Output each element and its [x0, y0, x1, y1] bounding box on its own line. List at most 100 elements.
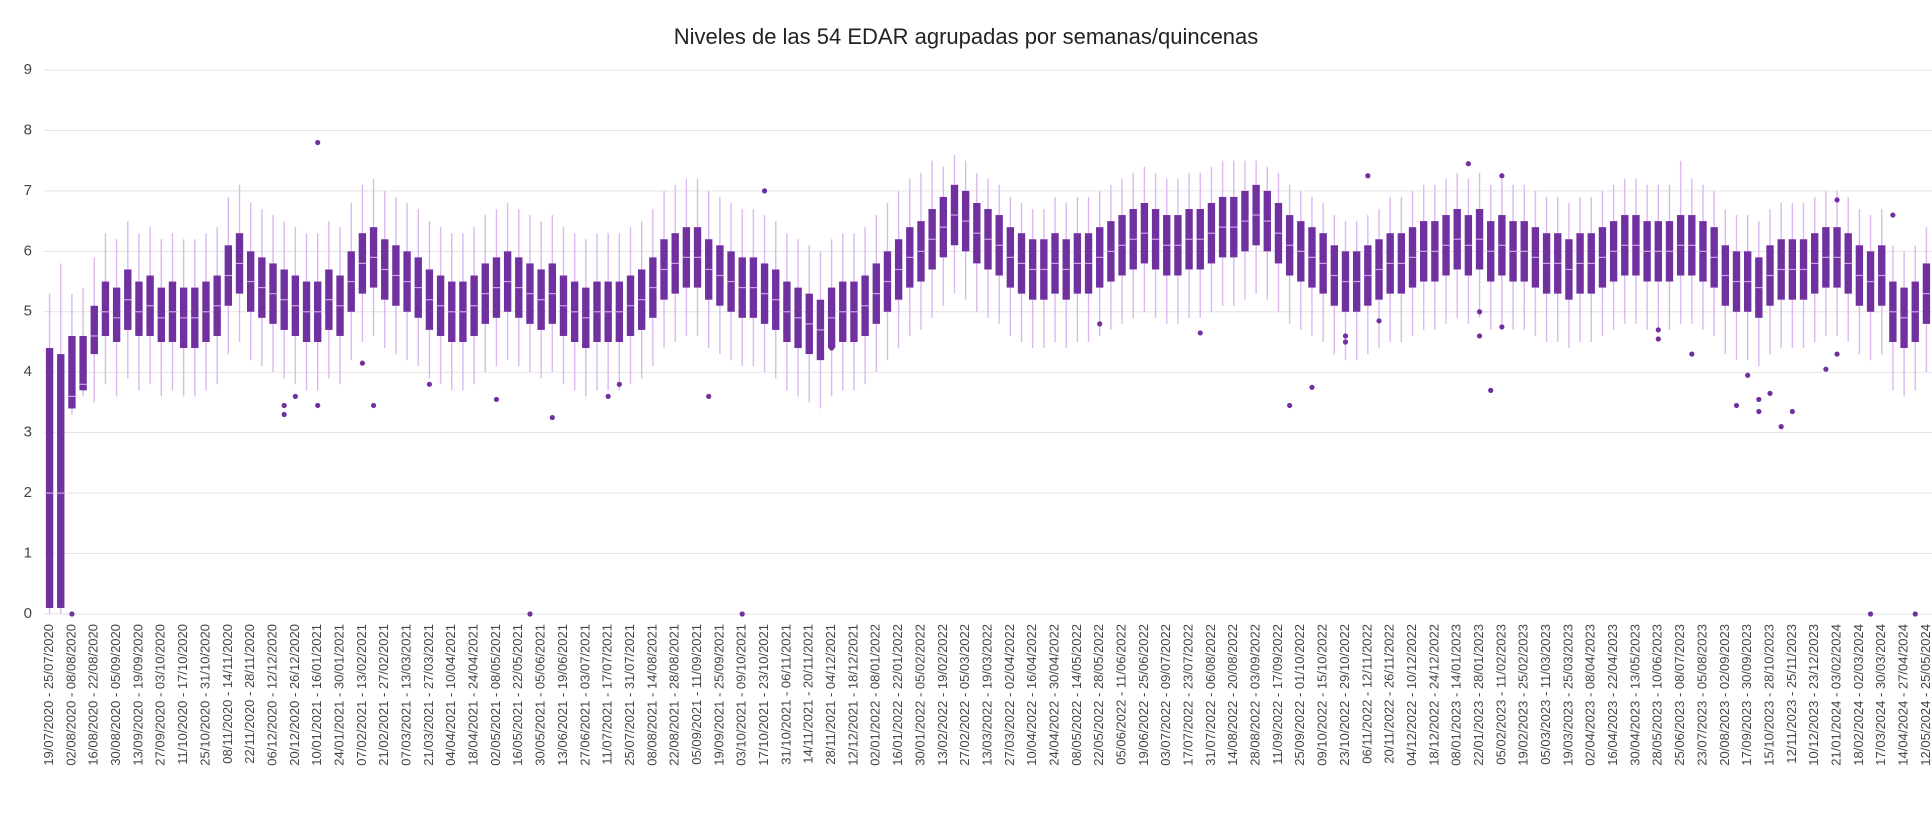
x-tick-label: 20/08/2023 - 02/09/2023 — [1717, 624, 1732, 766]
outlier — [1823, 366, 1829, 372]
x-tick-label: 27/03/2022 - 02/04/2022 — [1002, 624, 1017, 766]
x-tick-label: 31/07/2022 - 06/08/2022 — [1203, 624, 1218, 766]
outlier — [1689, 351, 1695, 357]
x-tick-label: 19/03/2023 - 25/03/2023 — [1560, 624, 1575, 766]
x-tick-label: 06/12/2020 - 12/12/2020 — [264, 624, 279, 766]
x-tick-label: 06/11/2022 - 12/11/2022 — [1359, 624, 1374, 764]
x-tick-label: 09/10/2022 - 15/10/2022 — [1315, 624, 1330, 766]
x-tick-label: 13/09/2020 - 19/09/2020 — [130, 624, 145, 766]
box — [157, 287, 165, 342]
x-tick-label: 02/04/2023 - 08/04/2023 — [1583, 624, 1598, 766]
outlier — [1912, 611, 1918, 617]
x-tick-label: 21/02/2021 - 27/02/2021 — [376, 624, 391, 766]
y-tick-label: 3 — [24, 424, 32, 441]
x-tick-label: 20/11/2022 - 26/11/2022 — [1382, 624, 1397, 764]
x-tick-label: 30/08/2020 - 05/09/2020 — [108, 624, 123, 766]
box — [112, 287, 121, 342]
x-tick-label: 22/05/2022 - 28/05/2022 — [1091, 624, 1106, 766]
outlier — [1733, 402, 1740, 409]
x-tick-label: 13/03/2022 - 19/03/2022 — [979, 624, 994, 766]
x-tick-label: 16/04/2023 - 22/04/2023 — [1605, 624, 1620, 766]
y-tick-label: 7 — [24, 182, 32, 199]
outlier — [370, 402, 377, 409]
x-tick-label: 05/06/2022 - 11/06/2022 — [1113, 624, 1128, 765]
x-tick-label: 05/03/2023 - 11/03/2023 — [1538, 624, 1553, 765]
outlier — [1342, 333, 1349, 339]
x-tick-label: 25/09/2022 - 01/10/2022 — [1292, 624, 1307, 766]
outlier — [706, 393, 712, 399]
x-tick-label: 27/09/2020 - 03/10/2020 — [153, 624, 168, 766]
outlier — [315, 139, 321, 146]
outlier — [605, 393, 611, 399]
outlier — [69, 611, 75, 617]
outlier — [1342, 339, 1349, 345]
x-tick-label: 04/04/2021 - 10/04/2021 — [443, 624, 458, 766]
outlier — [1778, 424, 1784, 430]
outlier — [281, 402, 287, 409]
box — [45, 348, 54, 608]
x-tick-label: 10/04/2022 - 16/04/2022 — [1024, 624, 1039, 766]
x-tick-label: 18/02/2024 - 02/03/2024 — [1851, 624, 1866, 766]
outlier — [1476, 333, 1483, 339]
x-tick-label: 07/02/2021 - 13/02/2021 — [354, 624, 369, 766]
y-tick-label: 9 — [24, 61, 32, 78]
outlier — [1867, 611, 1874, 617]
outlier — [1655, 327, 1661, 333]
x-tick-label: 30/05/2021 - 05/06/2021 — [533, 624, 548, 766]
y-tick-label: 4 — [24, 363, 32, 380]
box — [101, 281, 110, 336]
x-tick-label: 17/03/2024 - 30/03/2024 — [1873, 624, 1888, 766]
outlier — [315, 402, 321, 409]
x-tick-label: 04/12/2022 - 10/12/2022 — [1404, 624, 1419, 766]
box — [90, 305, 98, 355]
outlier — [1488, 387, 1494, 393]
outlier — [1465, 161, 1471, 167]
x-tick-label: 10/12/2023 - 23/12/2023 — [1806, 624, 1821, 766]
x-tick-label: 17/10/2021 - 23/10/2021 — [756, 624, 771, 766]
box — [79, 335, 87, 391]
x-tick-label: 11/10/2020 - 17/10/2020 — [175, 624, 190, 765]
x-tick-label: 27/06/2021 - 03/07/2021 — [577, 624, 592, 766]
box — [68, 335, 76, 409]
x-tick-label: 03/10/2021 - 09/10/2021 — [734, 624, 749, 766]
outlier — [828, 345, 835, 351]
outlier — [1097, 321, 1103, 327]
x-tick-label: 05/09/2021 - 11/09/2021 — [689, 624, 704, 765]
x-tick-label: 08/05/2022 - 14/05/2022 — [1069, 624, 1084, 766]
x-tick-label: 02/01/2022 - 08/01/2022 — [868, 624, 883, 766]
outlier — [1834, 197, 1840, 203]
x-tick-label: 14/11/2021 - 20/11/2021 — [801, 624, 816, 764]
box — [57, 354, 65, 608]
x-tick-label: 10/01/2021 - 16/01/2021 — [309, 624, 324, 766]
x-tick-label: 16/01/2022 - 22/01/2022 — [890, 624, 905, 766]
outlier — [1756, 408, 1762, 415]
y-tick-label: 6 — [24, 242, 32, 259]
outlier — [1756, 396, 1762, 403]
x-tick-label: 19/06/2022 - 25/06/2022 — [1136, 624, 1151, 766]
x-tick-label: 08/11/2020 - 14/11/2020 — [220, 624, 235, 764]
outlier — [1376, 318, 1382, 324]
x-tick-label: 17/09/2023 - 30/09/2023 — [1739, 624, 1754, 766]
outlier — [426, 381, 433, 387]
x-tick-label: 05/02/2023 - 11/02/2023 — [1493, 624, 1508, 765]
x-tick-label: 12/05/2024 - 25/05/2024 — [1918, 624, 1932, 766]
x-tick-label: 12/12/2021 - 18/12/2021 — [845, 624, 860, 766]
outlier — [1499, 173, 1505, 179]
outlier — [1767, 390, 1773, 396]
x-tick-label: 14/08/2022 - 20/08/2022 — [1225, 624, 1240, 766]
x-tick-label: 16/05/2021 - 22/05/2021 — [510, 624, 525, 766]
x-tick-label: 21/03/2021 - 27/03/2021 — [421, 624, 436, 766]
outlier — [1309, 384, 1315, 390]
x-tick-label: 19/09/2021 - 25/09/2021 — [711, 624, 726, 766]
x-tick-label: 03/07/2022 - 09/07/2022 — [1158, 624, 1173, 766]
x-tick-label: 14/04/2024 - 27/04/2024 — [1896, 624, 1911, 766]
x-tick-label: 19/02/2023 - 25/02/2023 — [1516, 624, 1531, 766]
x-tick-label: 20/12/2020 - 26/12/2020 — [287, 624, 302, 766]
outlier — [828, 339, 835, 345]
x-tick-label: 31/10/2021 - 06/11/2021 — [778, 624, 793, 765]
x-tick-label: 22/08/2021 - 28/08/2021 — [667, 624, 682, 766]
x-tick-label: 12/11/2023 - 25/11/2023 — [1784, 624, 1799, 764]
x-tick-label: 13/02/2022 - 19/02/2022 — [935, 624, 950, 766]
